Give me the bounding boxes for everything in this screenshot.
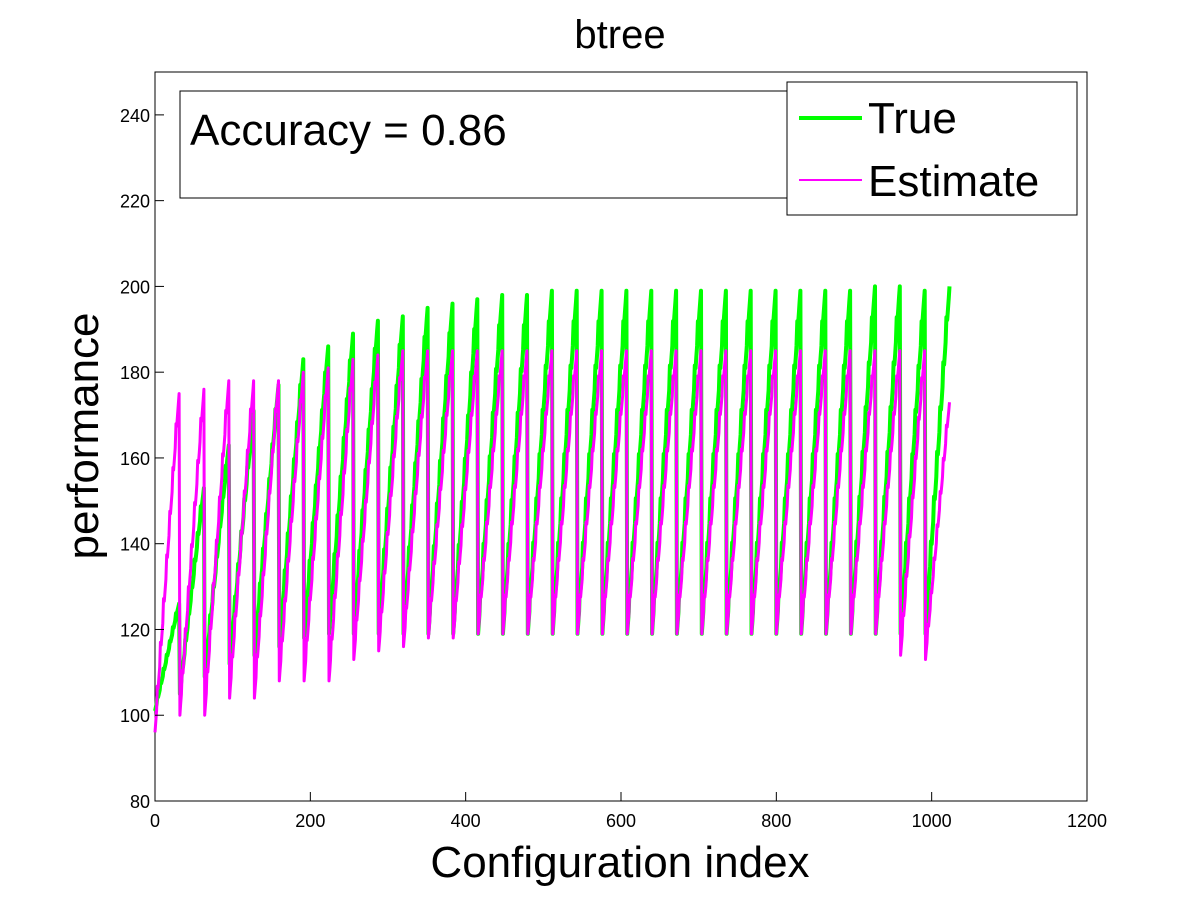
legend-label-true: True bbox=[868, 94, 957, 143]
y-tick-label: 240 bbox=[120, 106, 150, 126]
y-tick-label: 180 bbox=[120, 363, 150, 383]
x-axis-label: Configuration index bbox=[430, 838, 809, 887]
x-tick-label: 1200 bbox=[1067, 811, 1107, 831]
tick-layer: 0 200 400 600 800 1000 1200 80 100 120 140 160 180 20… bbox=[120, 106, 1107, 831]
series-line-estimate bbox=[153, 349, 951, 733]
y-tick-label: 120 bbox=[120, 620, 150, 640]
x-tick-label: 1000 bbox=[912, 811, 952, 831]
y-axis-label: performance bbox=[59, 312, 108, 559]
annotation-frame bbox=[179, 90, 793, 199]
legend: True Estimate bbox=[786, 81, 1078, 216]
chart-title: btree bbox=[574, 13, 665, 57]
x-tick-label: 0 bbox=[150, 811, 160, 831]
accuracy-annotation: Accuracy = 0.86 bbox=[190, 106, 507, 155]
annotation-box: Accuracy = 0.86 bbox=[179, 90, 793, 199]
y-tick-label: 100 bbox=[120, 706, 150, 726]
legend-frame bbox=[786, 81, 1078, 216]
x-tick-label: 200 bbox=[295, 811, 325, 831]
y-tick-label: 80 bbox=[130, 792, 150, 812]
x-tick-label: 400 bbox=[451, 811, 481, 831]
y-tick-label: 220 bbox=[120, 192, 150, 212]
series-layer bbox=[153, 284, 952, 733]
x-tick-label: 600 bbox=[606, 811, 636, 831]
y-tick-label: 140 bbox=[120, 535, 150, 555]
y-tick-label: 200 bbox=[120, 277, 150, 297]
y-tick-label: 160 bbox=[120, 449, 150, 469]
x-tick-label: 800 bbox=[761, 811, 791, 831]
legend-label-estimate: Estimate bbox=[868, 157, 1039, 206]
